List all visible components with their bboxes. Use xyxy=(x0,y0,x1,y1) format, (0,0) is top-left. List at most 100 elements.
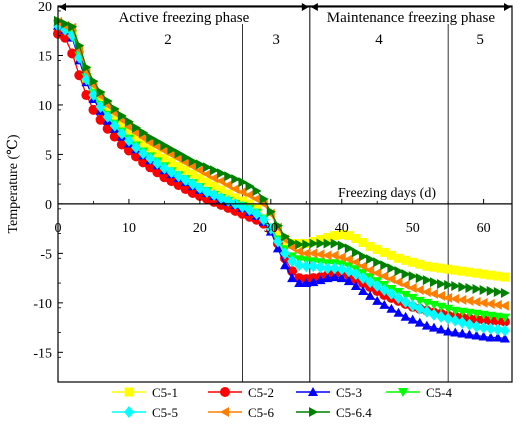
legend-item: C5-6 xyxy=(208,405,275,420)
legend-item: C5-6.4 xyxy=(296,405,372,420)
data-point xyxy=(486,270,496,280)
data-point xyxy=(336,252,346,263)
data-point xyxy=(343,254,353,265)
data-point xyxy=(173,153,183,164)
data-point xyxy=(457,266,467,276)
data-point xyxy=(450,293,460,304)
data-point xyxy=(499,324,510,337)
data-point xyxy=(386,287,397,300)
data-point xyxy=(336,263,347,276)
data-point xyxy=(123,134,134,147)
data-point xyxy=(81,90,92,101)
legend-swatch-marker xyxy=(220,407,229,417)
phase-arrow-mid-left xyxy=(301,3,309,11)
data-point xyxy=(443,312,454,325)
data-point xyxy=(492,299,502,310)
data-point xyxy=(379,247,389,257)
data-point xyxy=(336,273,347,283)
stage-number: 4 xyxy=(375,32,383,48)
data-point xyxy=(350,257,360,268)
legend-swatch-marker xyxy=(308,387,318,396)
data-point xyxy=(492,332,503,342)
data-point xyxy=(373,257,383,268)
data-point xyxy=(294,246,304,257)
data-point xyxy=(74,70,85,81)
x-axis-title: Freezing days (d) xyxy=(338,186,436,201)
data-point xyxy=(152,141,162,152)
data-point xyxy=(145,144,155,154)
data-point xyxy=(465,283,475,293)
data-point xyxy=(408,271,418,282)
y-tick-label: 10 xyxy=(38,99,52,114)
data-point xyxy=(492,312,503,322)
data-point xyxy=(421,286,431,297)
data-point xyxy=(499,300,509,311)
data-point xyxy=(485,332,496,342)
data-point xyxy=(372,280,383,293)
data-point xyxy=(380,260,390,271)
data-point xyxy=(138,140,148,150)
data-point xyxy=(350,281,361,291)
data-point xyxy=(337,240,347,251)
x-tick-label: 50 xyxy=(406,221,420,236)
data-point xyxy=(351,247,361,258)
data-point xyxy=(195,159,205,170)
data-point xyxy=(159,145,169,156)
data-point xyxy=(159,153,169,163)
data-point xyxy=(471,309,482,319)
legend-item: C5-2 xyxy=(208,385,274,400)
data-point xyxy=(308,248,318,259)
data-point xyxy=(407,314,418,324)
plot-frame xyxy=(57,5,513,383)
data-point xyxy=(315,261,326,274)
data-point xyxy=(428,308,439,321)
legend-label: C5-2 xyxy=(248,385,274,400)
data-point xyxy=(443,326,454,336)
data-point xyxy=(224,171,234,182)
data-point xyxy=(393,291,404,304)
data-point xyxy=(415,273,425,284)
data-point xyxy=(400,280,410,291)
phase-label: Active freezing phase xyxy=(119,10,250,26)
data-point xyxy=(67,48,78,59)
series-group xyxy=(53,19,510,323)
data-point xyxy=(429,262,439,272)
data-point xyxy=(486,285,496,296)
data-point xyxy=(422,261,432,271)
data-point xyxy=(386,274,396,285)
y-tick-label: -5 xyxy=(40,247,52,262)
data-point xyxy=(124,128,134,138)
data-point xyxy=(443,292,453,303)
legend-item: C5-4 xyxy=(386,385,453,400)
data-point xyxy=(457,328,468,338)
data-point xyxy=(387,263,397,274)
data-point xyxy=(131,141,142,154)
data-point xyxy=(471,330,482,340)
data-point xyxy=(138,132,148,143)
data-point xyxy=(181,165,191,175)
data-point xyxy=(372,268,382,279)
data-point xyxy=(96,87,106,98)
data-point xyxy=(500,287,510,298)
data-point xyxy=(301,260,312,273)
data-point xyxy=(436,324,447,334)
data-point xyxy=(145,137,155,148)
data-point xyxy=(75,40,85,51)
data-point xyxy=(379,283,390,296)
data-point xyxy=(180,157,190,168)
data-point xyxy=(301,278,312,288)
data-point xyxy=(436,263,446,273)
data-point xyxy=(231,174,241,185)
data-point xyxy=(152,149,162,159)
data-point xyxy=(428,322,439,332)
x-tick-label: 20 xyxy=(193,221,207,236)
data-point xyxy=(138,157,149,168)
y-tick-label: 15 xyxy=(38,49,52,64)
data-point xyxy=(167,157,176,167)
data-point xyxy=(309,238,319,249)
data-point xyxy=(216,176,226,187)
data-point xyxy=(201,169,211,180)
data-point xyxy=(386,303,397,313)
data-point xyxy=(103,95,113,106)
stage-number: 3 xyxy=(272,32,280,48)
